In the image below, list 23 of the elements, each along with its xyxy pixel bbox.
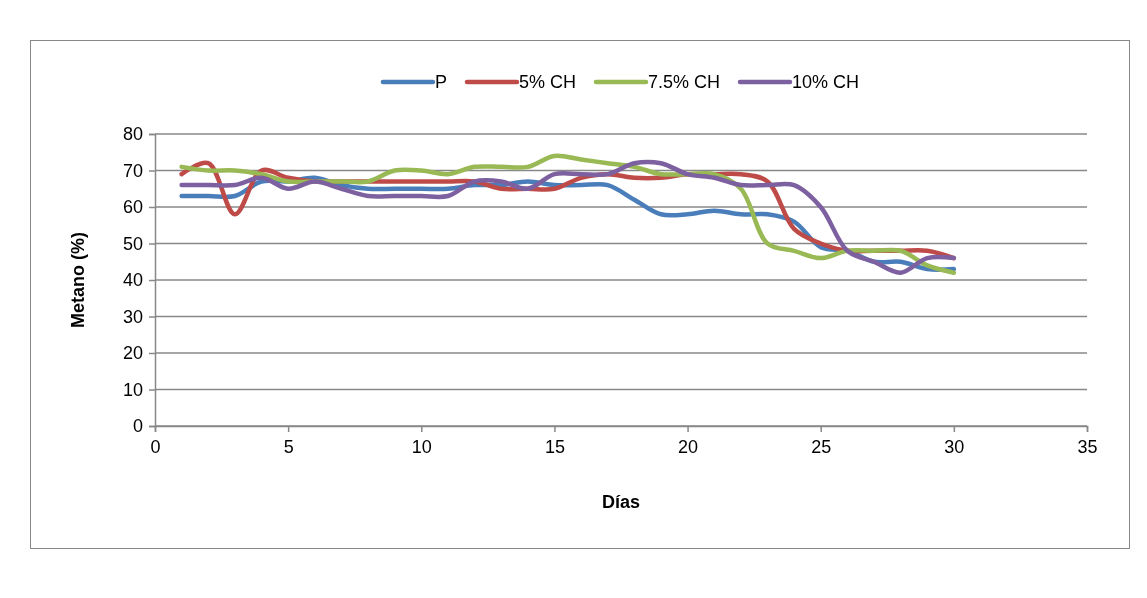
x-axis-title: Días	[601, 492, 641, 512]
legend-label: 7.5% CH	[647, 72, 721, 92]
x-tick-label: 35	[1077, 436, 1098, 457]
x-tick-label: 0	[150, 436, 161, 457]
legend-label: P	[434, 72, 447, 92]
legend-label: 10% CH	[792, 72, 860, 92]
x-tick-label: 10	[411, 436, 432, 457]
legend-label: 5% CH	[518, 72, 576, 92]
y-tick-label: 60	[122, 197, 143, 218]
y-tick-label: 80	[122, 124, 143, 145]
y-tick-label: 0	[132, 416, 143, 437]
y-tick-label: 40	[122, 270, 143, 291]
y-tick-label: 20	[122, 343, 143, 364]
x-tick-label: 15	[544, 436, 565, 457]
x-tick-label: 25	[811, 436, 832, 457]
x-tick-label: 20	[678, 436, 699, 457]
y-tick-label: 30	[122, 306, 143, 327]
x-tick-label: 30	[944, 436, 965, 457]
y-axis-title: Metano (%)	[68, 232, 88, 328]
y-tick-label: 10	[122, 379, 143, 400]
x-tick-label: 5	[283, 436, 294, 457]
y-tick-label: 70	[122, 160, 143, 181]
y-tick-label: 50	[122, 233, 143, 254]
